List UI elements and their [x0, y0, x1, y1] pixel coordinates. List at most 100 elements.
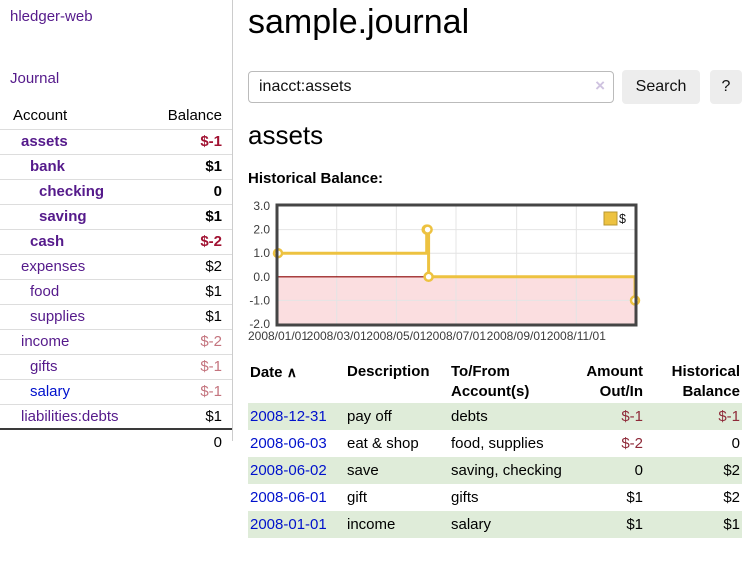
- svg-text:-1.0: -1.0: [249, 293, 270, 307]
- description-column-header: Description: [347, 363, 430, 380]
- account-row: cash $-2: [0, 229, 232, 254]
- accounts-balance-table: Account Balance assets $-1 bank $1 check…: [0, 103, 232, 454]
- sort-ascending-icon[interactable]: ∧: [286, 364, 297, 380]
- search-input[interactable]: [249, 72, 613, 102]
- account-link-supplies[interactable]: supplies: [30, 308, 86, 325]
- account-link-expenses[interactable]: expenses: [21, 258, 86, 275]
- account-row: supplies $1: [0, 304, 232, 329]
- account-link-cash[interactable]: cash: [30, 233, 65, 250]
- transaction-row: 2008-12-31 pay off debts $-1 $-1: [248, 403, 742, 430]
- svg-text:3.0: 3.0: [253, 199, 270, 213]
- svg-text:2008/05/01: 2008/05/01: [366, 329, 426, 343]
- account-row: expenses $2: [0, 254, 232, 279]
- account-row: assets $-1: [0, 129, 232, 154]
- account-link-income[interactable]: income: [21, 333, 70, 350]
- balance-column-header: Historical Balance: [671, 363, 740, 400]
- transaction-accounts: food, supplies: [451, 435, 544, 452]
- account-row: gifts $-1: [0, 354, 232, 379]
- transaction-balance: $2: [723, 462, 740, 479]
- account-balance: $-2: [200, 333, 222, 350]
- svg-text:0.0: 0.0: [253, 270, 270, 284]
- transaction-date-link[interactable]: 2008-06-01: [250, 489, 327, 506]
- transaction-accounts: salary: [451, 516, 492, 533]
- account-link-salary[interactable]: salary: [30, 383, 71, 400]
- search-box: ×: [248, 71, 614, 103]
- accounts-column-header: To/From Account(s): [451, 363, 530, 400]
- chart-title: Historical Balance:: [248, 170, 384, 187]
- svg-text:2.0: 2.0: [253, 223, 270, 237]
- chart-svg[interactable]: 3.0 2.0 1.0 0.0 -1.0 -2.02008/01/012008/03/01…: [248, 199, 718, 352]
- date-column-header[interactable]: Date ∧: [250, 364, 297, 381]
- account-balance: $1: [205, 283, 222, 300]
- account-link-checking[interactable]: checking: [39, 183, 105, 200]
- svg-text:1.0: 1.0: [253, 246, 270, 260]
- transaction-amount: $-1: [621, 408, 643, 425]
- svg-text:-2.0: -2.0: [249, 317, 270, 331]
- account-balance: $2: [205, 258, 222, 275]
- transaction-amount: 0: [634, 462, 643, 479]
- transaction-balance: 0: [731, 435, 740, 452]
- account-row: saving $1: [0, 204, 232, 229]
- transaction-date-link[interactable]: 2008-06-02: [250, 462, 327, 479]
- transaction-description: gift: [347, 489, 368, 506]
- account-balance: $-1: [200, 133, 222, 150]
- transaction-description: pay off: [347, 408, 392, 425]
- app-brand-link[interactable]: hledger-web: [10, 8, 93, 25]
- transaction-accounts: saving, checking: [451, 462, 562, 479]
- account-balance: $-1: [200, 383, 222, 400]
- account-balance: $-2: [200, 233, 222, 250]
- svg-text:2008/03/01: 2008/03/01: [307, 329, 367, 343]
- transaction-date-link[interactable]: 2008-01-01: [250, 516, 327, 533]
- account-balance: 0: [213, 183, 222, 200]
- account-link-saving[interactable]: saving: [39, 208, 87, 225]
- account-balance: $1: [205, 407, 222, 425]
- sidebar-divider: [232, 0, 233, 441]
- account-row: income $-2: [0, 329, 232, 354]
- account-link-liabilities-debts[interactable]: liabilities:debts: [21, 407, 119, 425]
- transaction-description: income: [347, 516, 396, 533]
- svg-text:2008/01/01: 2008/01/01: [248, 329, 308, 343]
- account-balance: $-1: [200, 358, 222, 375]
- svg-text:2008/09/01: 2008/09/01: [487, 329, 547, 343]
- sidebar-item-journal[interactable]: Journal: [10, 70, 60, 87]
- account-heading: assets: [248, 120, 324, 150]
- register-header-row: Date ∧ Description To/From Account(s) Am…: [248, 361, 742, 403]
- transaction-balance: $2: [723, 489, 740, 506]
- account-row: checking 0: [0, 179, 232, 204]
- transaction-row: 2008-06-01 gift gifts $1 $2: [248, 484, 742, 511]
- transaction-description: save: [347, 462, 379, 479]
- historical-balance-chart[interactable]: 3.0 2.0 1.0 0.0 -1.0 -2.0 2008/01/01 2008/03/01…: [248, 199, 718, 352]
- register-table: Date ∧ Description To/From Account(s) Am…: [248, 361, 742, 538]
- account-row: bank $1: [0, 154, 232, 179]
- transaction-row: 2008-01-01 income salary $1 $1: [248, 511, 742, 538]
- search-button[interactable]: Search: [622, 70, 700, 104]
- transaction-row: 2008-06-03 eat & shop food, supplies $-2…: [248, 430, 742, 457]
- transaction-row: 2008-06-02 save saving, checking 0 $2: [248, 457, 742, 484]
- accounts-total-value: 0: [213, 433, 222, 451]
- account-link-assets[interactable]: assets: [21, 133, 68, 150]
- account-balance: $1: [205, 158, 222, 175]
- account-row: food $1: [0, 279, 232, 304]
- account-link-bank[interactable]: bank: [30, 158, 66, 175]
- help-button[interactable]: ?: [710, 70, 742, 104]
- transaction-balance: $1: [723, 516, 740, 533]
- clear-search-icon[interactable]: ×: [595, 76, 605, 95]
- account-balance: $1: [205, 208, 222, 225]
- transaction-description: eat & shop: [347, 435, 419, 452]
- accounts-table-header: Account Balance: [0, 103, 232, 129]
- transaction-accounts: gifts: [451, 489, 479, 506]
- account-row: salary $-1: [0, 379, 232, 404]
- account-column-header: Account: [13, 107, 68, 125]
- svg-text:2008/07/01: 2008/07/01: [426, 329, 486, 343]
- transaction-accounts: debts: [451, 408, 488, 425]
- transaction-amount: $-2: [621, 435, 643, 452]
- svg-text:$: $: [619, 212, 626, 226]
- transaction-amount: $1: [626, 516, 643, 533]
- transaction-date-link[interactable]: 2008-06-03: [250, 435, 327, 452]
- account-row: liabilities:debts $1: [0, 404, 232, 429]
- account-link-food[interactable]: food: [30, 283, 60, 300]
- search-form: × Search ?: [248, 70, 742, 104]
- account-link-gifts[interactable]: gifts: [30, 358, 58, 375]
- balance-column-header: Balance: [167, 107, 222, 125]
- transaction-date-link[interactable]: 2008-12-31: [250, 408, 327, 425]
